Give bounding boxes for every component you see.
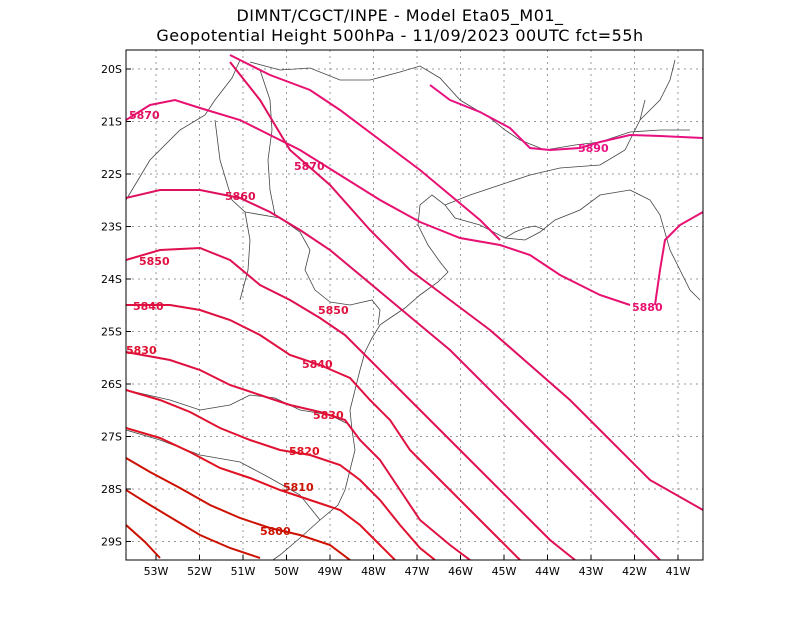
- x-tick-label: 48W: [361, 565, 386, 578]
- x-tick-label: 47W: [405, 565, 430, 578]
- contour-labels: 5890 5880 5870 5860 5850 5840 5830 5820 …: [126, 109, 663, 538]
- coastline: [272, 189, 701, 560]
- y-tick-label: 24S: [101, 273, 122, 286]
- contour-label-5840: 5840: [302, 358, 333, 371]
- x-tick-label: 51W: [231, 565, 256, 578]
- edge-label-5850: 5850: [139, 255, 170, 268]
- contour-label-5860: 5860: [225, 190, 256, 203]
- y-tick-label: 21S: [101, 116, 122, 129]
- contour-5820: [126, 427, 396, 560]
- contour-label-5830: 5830: [313, 409, 344, 422]
- contour-lines: [126, 54, 703, 560]
- x-tick-label: 46W: [448, 565, 473, 578]
- title-line-2: Geopotential Height 500hPa - 11/09/2023 …: [156, 26, 644, 45]
- edge-label-5830: 5830: [126, 344, 157, 357]
- y-tick-label: 20S: [101, 63, 122, 76]
- y-tick-label: 26S: [101, 378, 122, 391]
- contour-5840: [126, 351, 471, 560]
- contour-label-5880: 5880: [632, 301, 663, 314]
- y-tick-label: 23S: [101, 221, 122, 234]
- contour-5880-east: [654, 211, 703, 306]
- x-tick-label: 49W: [318, 565, 343, 578]
- river-parana: [214, 119, 251, 301]
- y-axis: 20S 21S 22S 23S 24S 25S 26S 27S 28S 29S: [101, 63, 131, 549]
- contour-label-5800: 5800: [260, 525, 291, 538]
- contour-label-5850: 5850: [318, 304, 349, 317]
- contour-label-5820: 5820: [289, 445, 320, 458]
- contour-5790: [126, 524, 161, 559]
- contour-5890: [429, 84, 703, 152]
- title-line-1: DIMNT/CGCT/INPE - Model Eta05_M01_: [236, 6, 564, 25]
- state-border-pr-sp: [244, 211, 381, 326]
- contour-5870-upper: [229, 61, 703, 511]
- grid-lines: [126, 50, 703, 560]
- edge-label-5840: 5840: [133, 300, 164, 313]
- contour-5830: [126, 389, 436, 560]
- island-ilha-bela: [504, 225, 546, 239]
- x-tick-label: 43W: [579, 565, 604, 578]
- x-tick-label: 53W: [144, 565, 169, 578]
- contour-5850: [126, 304, 521, 560]
- state-border-mg-rj: [444, 99, 646, 206]
- contour-label-5890: 5890: [578, 142, 609, 155]
- state-border-sp-internal: [259, 69, 276, 216]
- contour-5870: [126, 189, 661, 560]
- edge-label-5870: 5870: [129, 109, 160, 122]
- state-border-ms-sp: [126, 59, 241, 201]
- x-tick-label: 52W: [187, 565, 212, 578]
- state-border-sc-rs: [126, 429, 321, 521]
- map-frame: [125, 49, 704, 561]
- x-axis: 53W 52W 51W 50W 49W 48W 47W 46W 45W 44W 43W 42W 41W: [144, 555, 691, 578]
- y-tick-label: 27S: [101, 431, 122, 444]
- x-tick-label: 41W: [666, 565, 691, 578]
- y-tick-label: 29S: [101, 536, 122, 549]
- y-tick-label: 25S: [101, 326, 122, 339]
- contour-5800: [126, 489, 261, 559]
- contour-5880-upper: [229, 54, 501, 241]
- x-tick-label: 44W: [535, 565, 560, 578]
- x-tick-label: 42W: [622, 565, 647, 578]
- contour-5880-north: [126, 98, 631, 306]
- y-tick-label: 28S: [101, 483, 122, 496]
- contour-5860: [126, 246, 576, 560]
- contour-5810: [126, 457, 351, 560]
- state-border-rj-es: [639, 59, 676, 121]
- coastline-borders: [126, 59, 701, 560]
- y-tick-label: 22S: [101, 168, 122, 181]
- state-border-pr-sc: [126, 389, 351, 426]
- contour-label-5870: 5870: [294, 160, 325, 173]
- x-tick-label: 50W: [274, 565, 299, 578]
- x-tick-label: 45W: [492, 565, 517, 578]
- contour-label-5810: 5810: [283, 481, 314, 494]
